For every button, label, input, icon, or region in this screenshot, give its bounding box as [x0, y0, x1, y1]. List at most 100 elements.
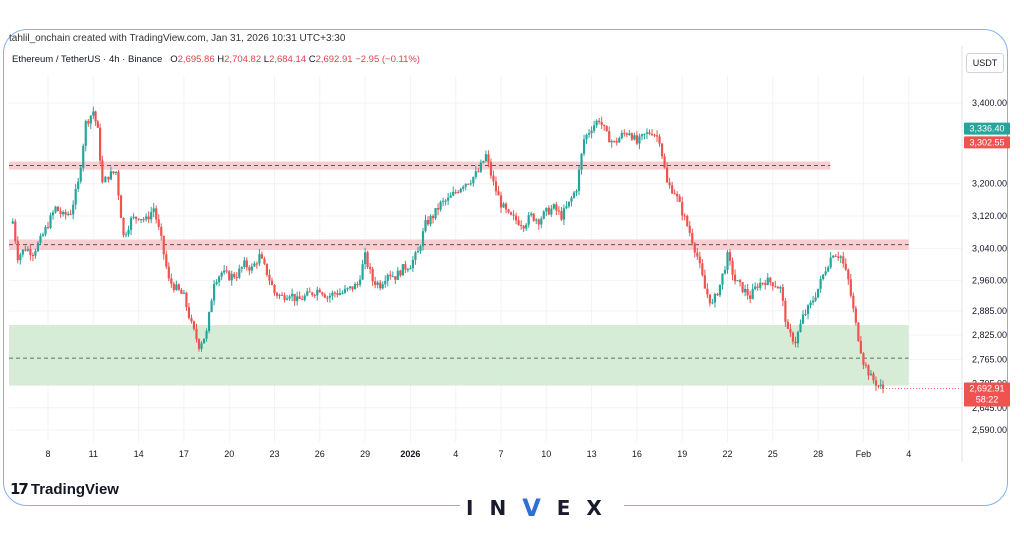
change-value: −2.95 (−0.11%)	[355, 54, 420, 65]
candle-body	[598, 120, 601, 123]
candle-body	[706, 288, 709, 295]
candle-body	[298, 296, 301, 299]
candle-body	[457, 192, 460, 194]
candle-body	[21, 249, 24, 255]
candle-body	[160, 226, 163, 236]
candle-body	[799, 323, 802, 332]
candle-body	[484, 154, 487, 162]
candle-body	[122, 217, 125, 236]
candle-body	[220, 272, 223, 277]
y-tick-label: 2,765.00	[972, 354, 1007, 364]
candle-body	[482, 161, 485, 163]
candle-body	[520, 225, 523, 227]
candle-body	[806, 305, 810, 314]
y-tick-label: 2,960.00	[972, 276, 1007, 286]
candle-body	[167, 266, 170, 279]
candle-body	[668, 182, 671, 186]
candle-body	[819, 279, 822, 289]
candle-body	[34, 251, 37, 256]
candle-body	[817, 288, 820, 298]
candle-body	[119, 195, 123, 218]
candle-body	[343, 288, 347, 293]
candle-body	[834, 255, 837, 257]
candle-body	[195, 328, 198, 340]
candle-body	[165, 254, 168, 267]
candle-body	[635, 135, 638, 144]
candle-body	[140, 219, 143, 221]
candle-body	[545, 207, 548, 212]
symbol-label[interactable]: Ethereum / TetherUS · 4h · Binance	[12, 54, 163, 65]
candle-body	[104, 176, 107, 183]
candle-body	[570, 197, 573, 202]
candle-body	[749, 295, 752, 299]
candle-body	[64, 211, 67, 215]
candle-body	[738, 280, 742, 283]
price-badge	[964, 136, 1010, 149]
candle-body	[56, 206, 60, 212]
candle-body	[842, 256, 845, 264]
candle-body	[796, 331, 800, 344]
candle-body	[582, 139, 586, 154]
candle-body	[759, 282, 762, 288]
candle-body	[859, 340, 862, 354]
candle-body	[492, 175, 495, 182]
candle-body	[615, 141, 618, 143]
candle-body	[595, 120, 598, 126]
candle-body	[721, 273, 724, 285]
candle-body	[542, 211, 545, 219]
candle-body	[308, 291, 311, 293]
price-badge	[964, 382, 1010, 407]
price-badge-value: 3,302.55	[969, 137, 1004, 147]
candle-body	[736, 280, 739, 282]
invex-logo: IN V EX	[460, 494, 624, 522]
candle-body	[477, 171, 480, 173]
candle-body	[170, 278, 173, 284]
candle-body	[454, 191, 457, 193]
candle-body	[369, 266, 372, 269]
candle-body	[766, 277, 769, 285]
candle-body	[467, 183, 470, 185]
candle-body	[207, 312, 211, 331]
candle-body	[580, 153, 583, 170]
candle-body	[293, 293, 296, 302]
candle-body	[152, 208, 155, 213]
x-tick-label: 13	[587, 449, 597, 459]
candle-body	[426, 219, 430, 225]
x-tick-label: 22	[722, 449, 732, 459]
candle-body	[263, 258, 266, 264]
candle-body	[874, 380, 878, 386]
candle-body	[356, 284, 359, 286]
candle-body	[872, 373, 875, 381]
candle-body	[62, 211, 65, 215]
candle-body	[371, 268, 374, 282]
candle-body	[847, 269, 850, 280]
currency-selector[interactable]: USDT	[966, 53, 1004, 73]
candle-body	[525, 224, 528, 229]
candle-body	[112, 171, 115, 174]
candle-body	[96, 121, 99, 128]
candle-body	[791, 332, 795, 342]
candle-body	[101, 160, 104, 183]
candle-body	[469, 183, 472, 185]
candle-body	[157, 219, 160, 227]
price-badge-countdown: 58:22	[976, 394, 999, 404]
y-tick-label: 3,200.00	[972, 179, 1007, 189]
candle-body	[532, 213, 535, 221]
x-tick-label: 17	[179, 449, 189, 459]
candle-body	[89, 115, 92, 124]
candle-body	[303, 295, 306, 300]
x-tick-label: 10	[541, 449, 551, 459]
candle-body	[814, 297, 817, 301]
candle-body	[313, 295, 316, 297]
candle-body	[233, 273, 236, 278]
x-tick-label: Feb	[856, 449, 872, 459]
candle-body	[560, 211, 563, 220]
candle-body	[648, 132, 651, 134]
candle-body	[379, 282, 382, 289]
candle-body	[550, 208, 553, 215]
candle-body	[250, 266, 253, 271]
candle-body	[552, 204, 555, 209]
candle-body	[182, 292, 185, 294]
candle-body	[416, 250, 420, 253]
